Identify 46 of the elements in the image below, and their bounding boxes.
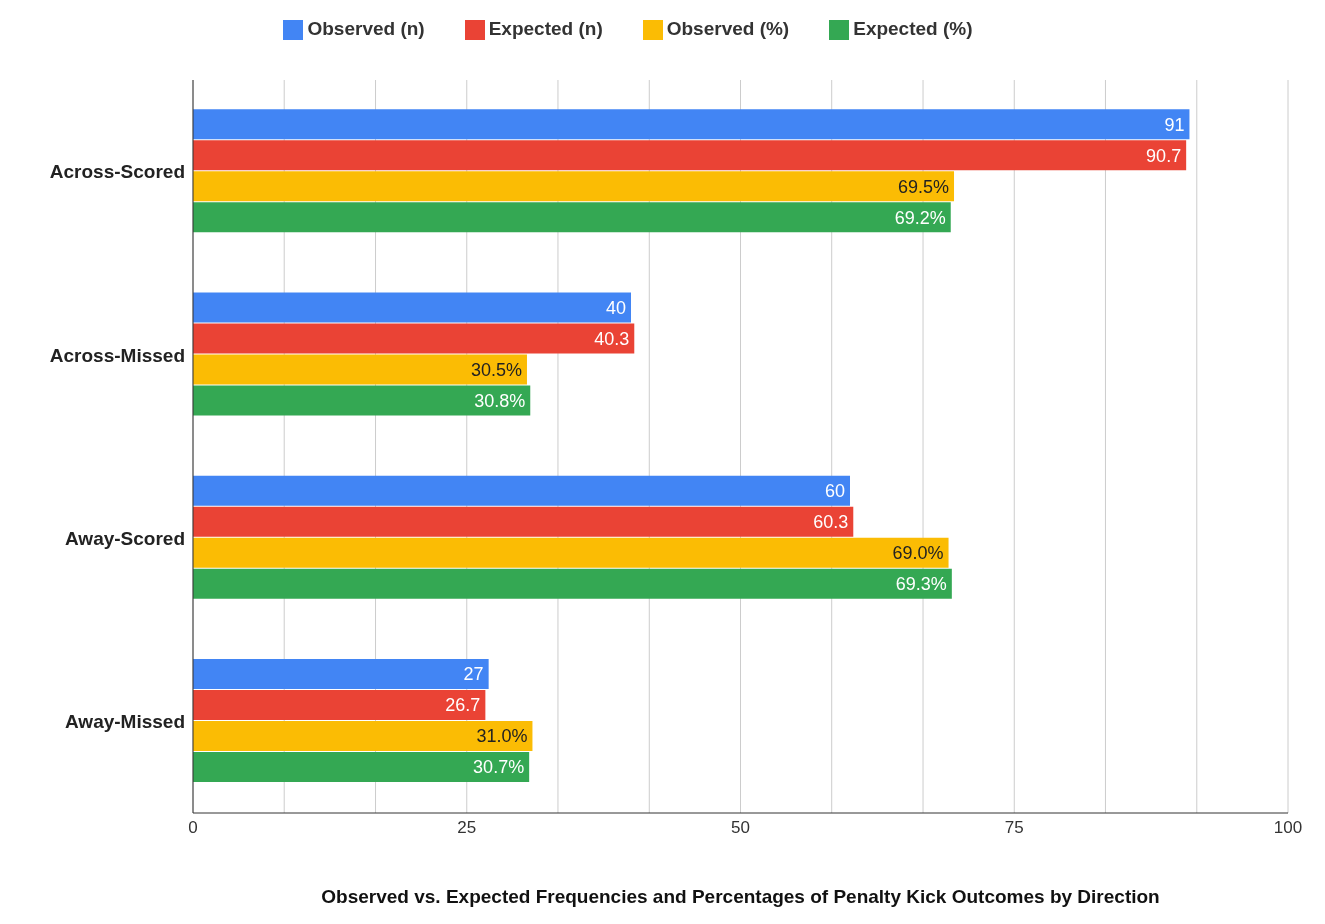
bar xyxy=(193,506,854,537)
data-label: 40 xyxy=(605,297,626,318)
data-label: 26.7 xyxy=(445,695,481,716)
bar xyxy=(193,292,631,323)
x-tick-label: 75 xyxy=(1004,818,1024,838)
data-label: 30.5% xyxy=(470,359,522,380)
bar xyxy=(193,140,1187,171)
data-label: 27 xyxy=(463,664,484,685)
bar xyxy=(193,385,531,416)
bar xyxy=(193,323,635,354)
data-label: 91 xyxy=(1164,114,1185,135)
y-tick-label: Across-Scored xyxy=(49,161,185,183)
legend-label: Expected (n) xyxy=(488,18,603,39)
bar xyxy=(193,109,1190,140)
x-tick-label: 25 xyxy=(457,818,477,838)
data-label: 69.3% xyxy=(895,574,947,595)
data-label: 40.3 xyxy=(594,328,630,349)
y-tick-label: Away-Missed xyxy=(64,711,185,733)
bar xyxy=(193,568,952,599)
legend-label: Expected (%) xyxy=(853,18,973,39)
data-label: 30.7% xyxy=(473,757,525,778)
bar xyxy=(193,171,955,202)
bar xyxy=(193,690,486,721)
data-label: 69.0% xyxy=(892,543,944,564)
bar xyxy=(193,202,951,233)
bar xyxy=(193,721,533,752)
y-tick-label: Away-Scored xyxy=(64,527,185,549)
data-label: 60.3 xyxy=(813,512,849,533)
x-axis-title: Observed vs. Expected Frequencies and Percentages of Penalty Kick Outcomes by Direction xyxy=(321,886,1160,907)
data-label: 90.7 xyxy=(1146,145,1182,166)
data-label: 60 xyxy=(824,481,845,502)
bar xyxy=(193,475,850,506)
x-tick-label: 0 xyxy=(188,818,198,838)
data-label: 31.0% xyxy=(476,726,528,747)
bar xyxy=(193,537,949,568)
x-tick-label: 50 xyxy=(731,818,750,838)
legend-label: Observed (n) xyxy=(307,18,425,39)
bar xyxy=(193,752,530,783)
y-tick-label: Across-Missed xyxy=(49,344,185,366)
bar xyxy=(193,659,489,690)
data-label: 30.8% xyxy=(474,390,526,411)
x-tick-label: 100 xyxy=(1273,818,1303,838)
legend-label: Observed (%) xyxy=(666,18,790,39)
data-label: 69.5% xyxy=(897,176,950,197)
bar xyxy=(193,354,527,385)
data-label: 69.2% xyxy=(894,207,946,228)
